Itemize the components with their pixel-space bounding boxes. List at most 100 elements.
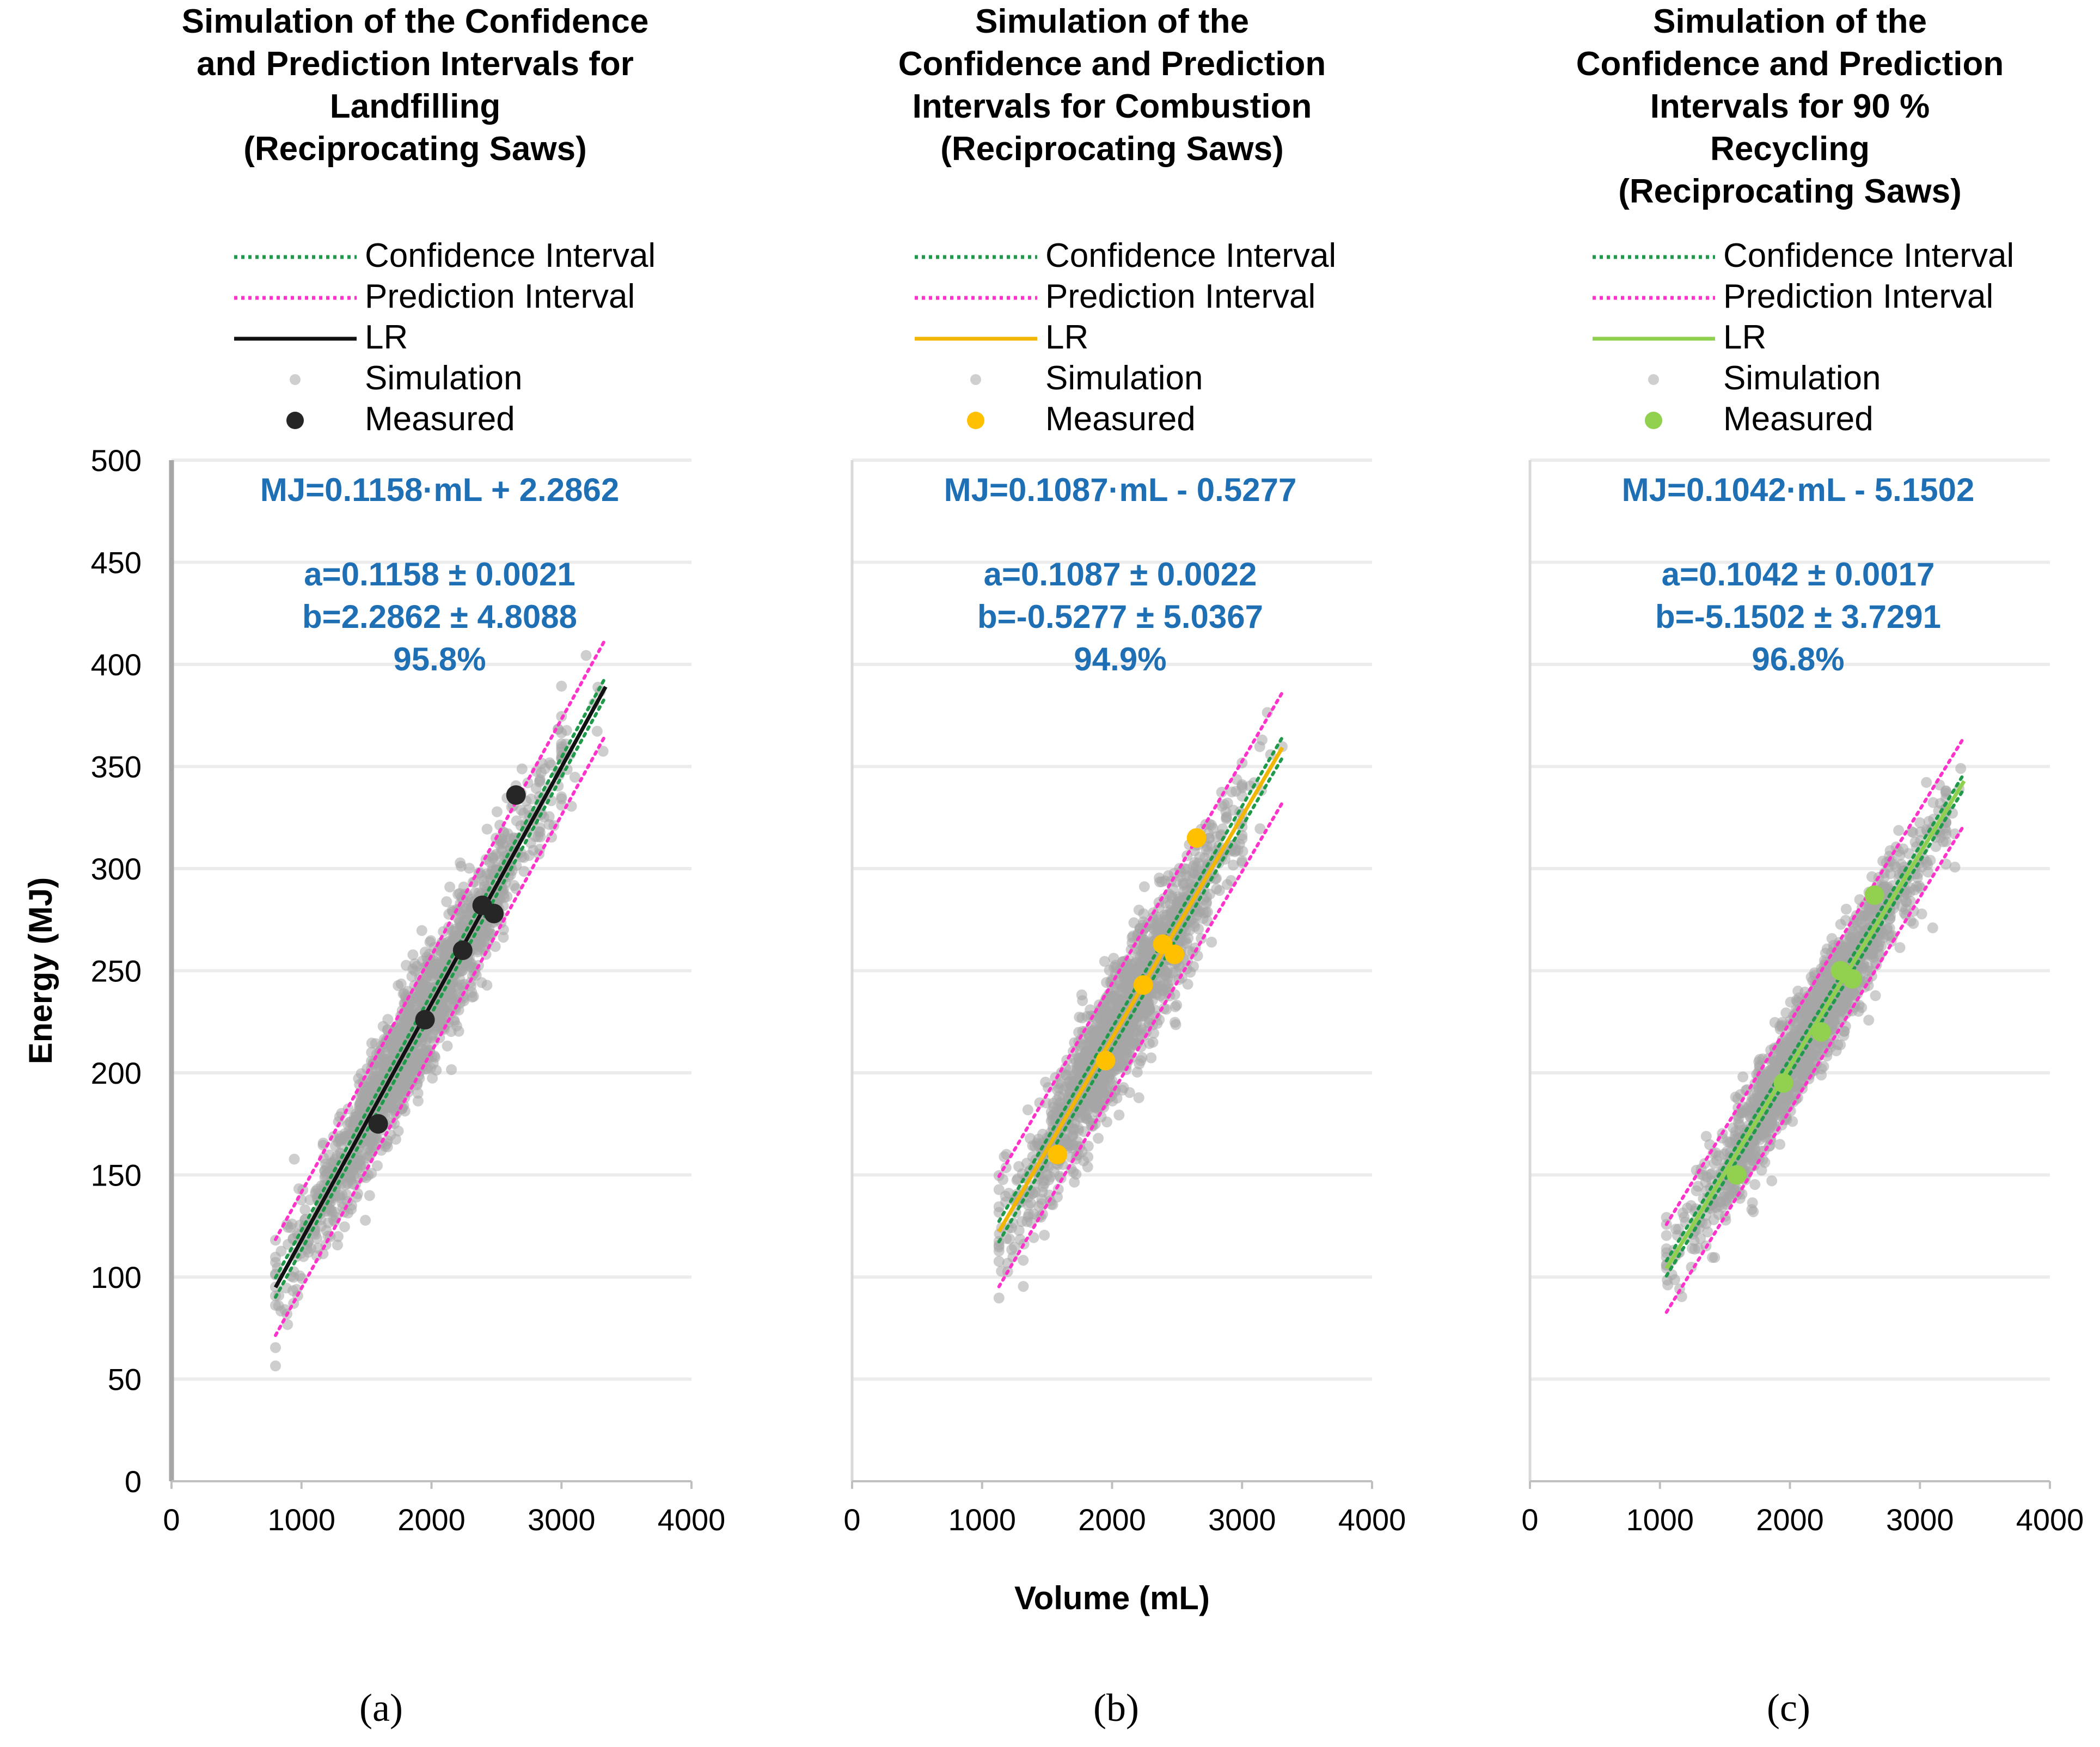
simulation-point [1893,846,1905,857]
confidence-interval-lower [997,756,1284,1244]
simulation-point [556,743,567,754]
regression-parameter: 94.9% [1074,641,1166,677]
x-tick-label: 4000 [1338,1502,1406,1537]
simulation-point [1138,881,1150,893]
y-tick-label: 250 [91,954,142,988]
simulation-point [556,681,567,692]
simulation-point [1146,1052,1157,1064]
simulation-point [993,1292,1005,1304]
simulation-point [556,727,567,738]
y-tick-label: 450 [91,546,142,580]
simulation-point [1082,1151,1094,1163]
simulation-point [993,1245,1005,1257]
simulation-point [1226,786,1238,798]
simulation-point [1222,797,1233,809]
simulation-point [1236,779,1248,790]
simulation-point [1254,823,1266,834]
legend-label-simulation: Simulation [1723,359,1881,397]
simulation-point [1184,870,1196,882]
x-tick-label: 4000 [658,1502,726,1537]
x-tick-label: 4000 [2016,1502,2084,1537]
simulation-point [377,1021,389,1032]
simulation-point [1154,872,1165,884]
simulation-point [1099,1096,1111,1107]
simulation-point [1863,1015,1875,1026]
chart-title-line: Intervals for 90 % [1650,88,1930,125]
simulation-point [1749,1179,1761,1190]
simulation-point [523,850,535,861]
simulation-point [448,987,459,999]
legend-swatch-simulation [290,374,301,385]
simulation-point [1673,1224,1684,1235]
simulation-point [1067,1129,1079,1141]
simulation-point [370,1038,381,1049]
simulation-point [418,991,430,1001]
simulation-point [1018,1281,1029,1292]
simulation-point [592,681,604,693]
simulation-point [400,1073,411,1085]
simulation-point [1136,1052,1148,1063]
simulation-point [556,791,567,803]
legend-label-confidence: Confidence Interval [1045,237,1336,274]
measured-point [1048,1145,1068,1164]
simulation-point [1705,1169,1716,1180]
prediction-interval-lower [274,733,608,1337]
simulation-point [1082,1161,1093,1172]
simulation-point [1009,1242,1020,1253]
simulation-point [1878,872,1890,883]
simulation-point [299,1204,311,1215]
simulation-point [1840,903,1852,915]
legend-label-prediction: Prediction Interval [1723,278,1993,315]
measured-point [1095,1050,1116,1071]
simulation-point [332,1239,343,1251]
simulation-point [430,1023,442,1034]
simulation-point [1728,1184,1740,1195]
legend-label-prediction: Prediction Interval [365,278,635,315]
simulation-point [1257,734,1268,746]
simulation-point [333,1231,344,1242]
regression-parameter: a=0.1087 ± 0.0022 [984,556,1257,592]
simulation-point [289,1153,300,1165]
simulation-point [431,1065,442,1076]
simulation-point [1154,990,1166,1001]
simulation-point [1221,813,1232,824]
chart-title-line: Landfilling [330,88,500,125]
legend-label-prediction: Prediction Interval [1045,278,1315,315]
simulation-point [1040,1077,1051,1088]
measured-point [368,1114,388,1134]
simulation-point [1709,1158,1720,1169]
simulation-point [1201,896,1213,908]
simulation-point [1221,879,1233,890]
chart-title-line: (Reciprocating Saws) [940,130,1283,168]
simulation-point [1126,932,1138,943]
simulation-point [1082,1140,1094,1152]
simulation-point [498,932,509,943]
simulation-point [380,1054,391,1066]
regression-parameter: b=-0.5277 ± 5.0367 [977,598,1263,635]
legend-label-measured: Measured [1723,400,1874,438]
confidence-interval-lower [274,695,608,1299]
simulation-point [1104,1010,1116,1021]
simulation-point [270,1342,281,1353]
simulation-point [1774,1139,1786,1150]
y-tick-label: 300 [91,852,142,886]
simulation-point [464,863,475,874]
simulation-point [360,1214,371,1226]
simulation-point [1118,1082,1129,1093]
simulation-point [342,1207,354,1219]
simulation-point [516,763,528,774]
simulation-point [329,1140,341,1152]
simulation-point [993,1184,1005,1195]
simulation-point [1123,954,1134,965]
simulation-point [1023,1211,1034,1223]
simulation-point [481,980,493,991]
simulation-point [1133,1092,1144,1103]
simulation-point [1154,918,1165,929]
simulation-point [486,929,498,940]
x-tick-label: 0 [1521,1502,1538,1537]
simulation-point [1206,937,1217,948]
simulation-point [1700,1131,1712,1142]
chart-title-line: Confidence and Prediction [1576,45,2004,83]
regression-equation: MJ=0.1158·mL + 2.2862 [260,472,619,508]
measured-point [484,903,504,924]
